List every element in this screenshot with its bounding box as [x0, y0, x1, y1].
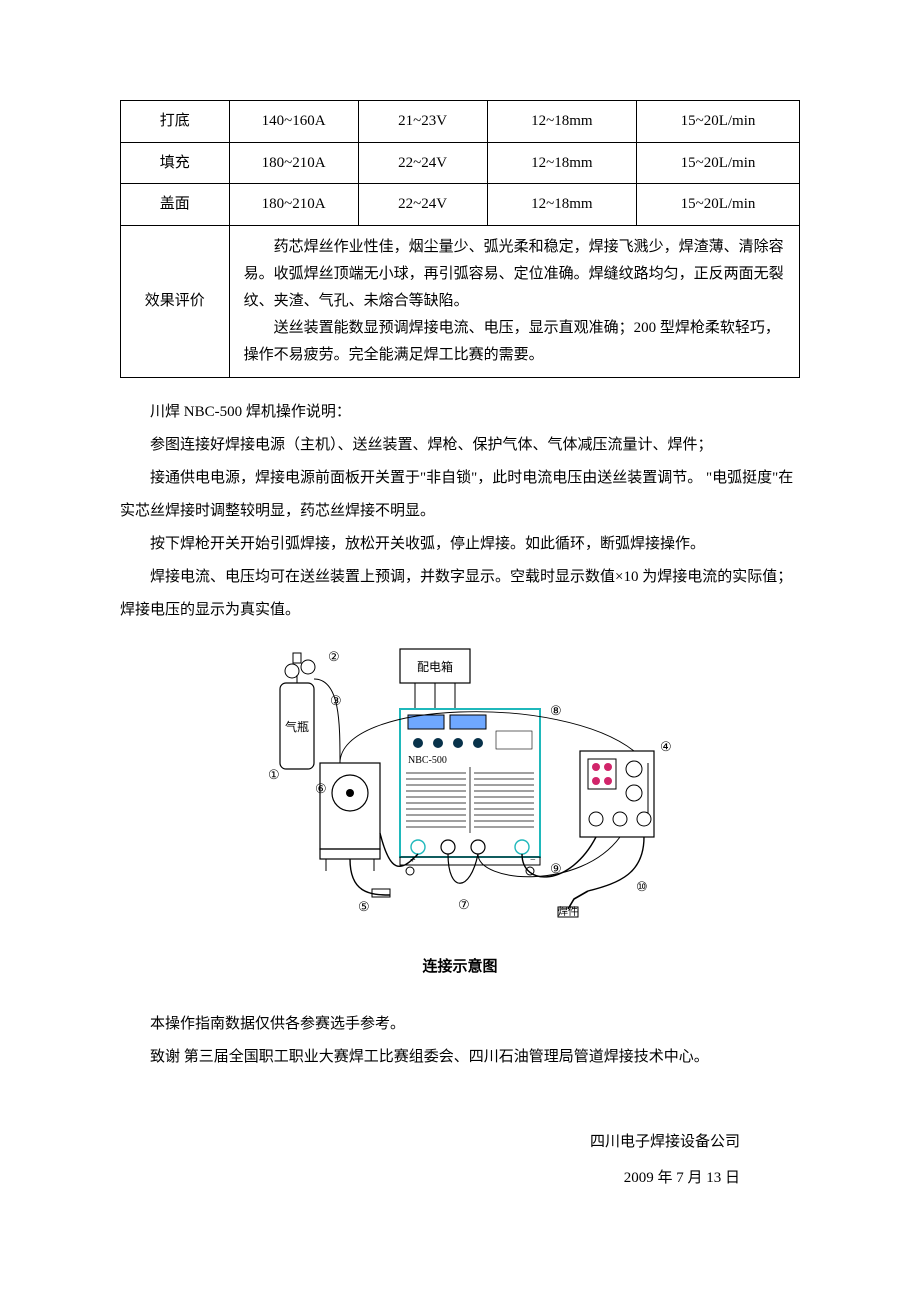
- paragraph: 按下焊枪开关开始引弧焊接，放松开关收弧，停止焊接。如此循环，断弧焊接操作。: [120, 528, 800, 561]
- signoff-block: 四川电子焊接设备公司 2009 年 7 月 13 日: [120, 1124, 800, 1196]
- table-row: 盖面 180~210A 22~24V 12~18mm 15~20L/min: [121, 184, 800, 226]
- eval-paragraph: 送丝装置能数显预调焊接电流、电压，显示直观准确；200 型焊枪柔软轻巧，操作不易…: [244, 315, 785, 369]
- callout: ⑥: [315, 781, 327, 796]
- cell-eval-label: 效果评价: [121, 225, 230, 377]
- cell: 22~24V: [358, 142, 487, 184]
- cell-eval-text: 药芯焊丝作业性佳，烟尘量少、弧光柔和稳定，焊接飞溅少，焊渣薄、清除容易。收弧焊丝…: [229, 225, 799, 377]
- callout: ⑧: [550, 703, 562, 718]
- sign-date: 2009 年 7 月 13 日: [120, 1160, 740, 1196]
- sign-company: 四川电子焊接设备公司: [120, 1124, 740, 1160]
- connection-diagram: 配电箱 气瓶 ① ② ③ ⑥ NB: [120, 643, 800, 944]
- cell: 12~18mm: [487, 101, 636, 143]
- cell: 140~160A: [229, 101, 358, 143]
- cell: 12~18mm: [487, 142, 636, 184]
- cell: 15~20L/min: [637, 184, 800, 226]
- cell: 180~210A: [229, 142, 358, 184]
- paragraph: 参图连接好焊接电源（主机）、送丝装置、焊枪、保护气体、气体减压流量计、焊件；: [120, 429, 800, 462]
- table-row: 填充 180~210A 22~24V 12~18mm 15~20L/min: [121, 142, 800, 184]
- paragraph: 焊接电流、电压均可在送丝装置上预调，并数字显示。空载时显示数值×10 为焊接电流…: [120, 561, 800, 627]
- paragraph: 川焊 NBC-500 焊机操作说明：: [120, 396, 800, 429]
- paragraph: 致谢 第三届全国职工职业大赛焊工比赛组委会、四川石油管理局管道焊接技术中心。: [120, 1041, 800, 1074]
- cell: 180~210A: [229, 184, 358, 226]
- cell-head: 填充: [121, 142, 230, 184]
- cell: 22~24V: [358, 184, 487, 226]
- paragraph: 接通供电电源，焊接电源前面板开关置于"非自锁"，此时电流电压由送丝装置调节。 "…: [120, 462, 800, 528]
- table-row: 打底 140~160A 21~23V 12~18mm 15~20L/min: [121, 101, 800, 143]
- cell-head: 盖面: [121, 184, 230, 226]
- callout: ①: [268, 767, 280, 782]
- table-row-eval: 效果评价 药芯焊丝作业性佳，烟尘量少、弧光柔和稳定，焊接飞溅少，焊渣薄、清除容易…: [121, 225, 800, 377]
- parameters-table: 打底 140~160A 21~23V 12~18mm 15~20L/min 填充…: [120, 100, 800, 378]
- callout: ⑤: [358, 899, 370, 914]
- cell: 15~20L/min: [637, 142, 800, 184]
- model-label: NBC-500: [408, 755, 447, 766]
- paragraph: 本操作指南数据仅供各参赛选手参考。: [120, 1008, 800, 1041]
- eval-paragraph: 药芯焊丝作业性佳，烟尘量少、弧光柔和稳定，焊接飞溅少，焊渣薄、清除容易。收弧焊丝…: [244, 234, 785, 315]
- distbox-label: 配电箱: [417, 659, 453, 674]
- diagram-svg: 配电箱 气瓶 ① ② ③ ⑥ NB: [240, 643, 680, 933]
- text-span: 接通供电电源，焊接电源前面板开关置于"非自锁"，此时电流电压由送丝装置调节。: [120, 462, 702, 495]
- cell: 12~18mm: [487, 184, 636, 226]
- callout: ⑦: [458, 897, 470, 912]
- cell: 15~20L/min: [637, 101, 800, 143]
- cell-head: 打底: [121, 101, 230, 143]
- callout: ⑩: [636, 879, 648, 894]
- gasbottle-label: 气瓶: [285, 719, 309, 734]
- diagram-caption: 连接示意图: [120, 953, 800, 982]
- callout: ⑨: [550, 861, 562, 876]
- callout: ②: [328, 649, 340, 664]
- cell: 21~23V: [358, 101, 487, 143]
- callout: ④: [660, 739, 672, 754]
- workpiece-label: 焊件: [558, 906, 578, 918]
